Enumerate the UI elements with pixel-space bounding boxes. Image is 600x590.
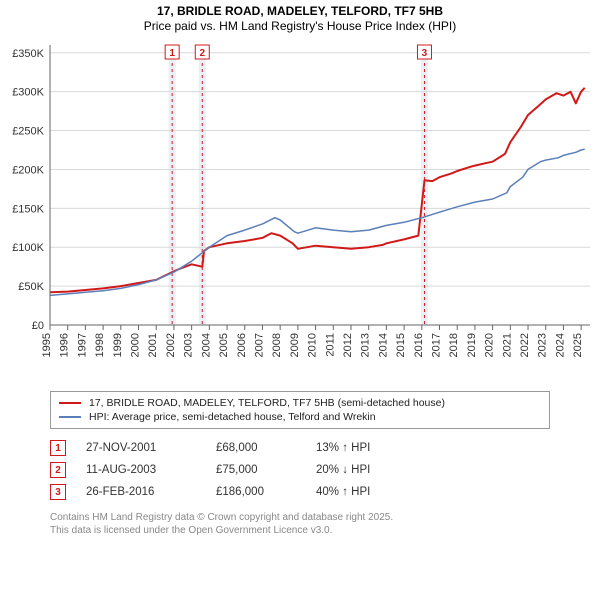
svg-text:2018: 2018: [448, 333, 460, 357]
attribution-line: Contains HM Land Registry data © Crown c…: [50, 511, 550, 524]
svg-text:2021: 2021: [501, 333, 513, 357]
svg-text:2006: 2006: [236, 333, 248, 357]
svg-text:2017: 2017: [431, 333, 443, 357]
legend-item: 17, BRIDLE ROAD, MADELEY, TELFORD, TF7 5…: [59, 396, 541, 410]
svg-text:1995: 1995: [41, 333, 53, 357]
event-marker: 2: [50, 462, 66, 478]
svg-text:£200K: £200K: [12, 164, 44, 176]
svg-text:2004: 2004: [200, 333, 212, 357]
svg-text:2016: 2016: [413, 333, 425, 357]
events-table: 1 27-NOV-2001 £68,000 13% ↑ HPI 2 11-AUG-2003…: [50, 437, 550, 503]
event-date: 26-FEB-2016: [86, 486, 196, 498]
legend-swatch: [59, 416, 81, 418]
svg-text:2022: 2022: [519, 333, 531, 357]
svg-text:£150K: £150K: [12, 203, 44, 215]
legend-label: HPI: Average price, semi-detached house,…: [89, 411, 376, 423]
svg-text:2005: 2005: [218, 333, 230, 357]
event-pct: 13% ↑ HPI: [316, 442, 406, 454]
svg-text:2020: 2020: [484, 333, 496, 357]
legend: 17, BRIDLE ROAD, MADELEY, TELFORD, TF7 5…: [50, 391, 550, 429]
event-row: 2 11-AUG-2003 £75,000 20% ↓ HPI: [50, 459, 550, 481]
svg-text:1: 1: [169, 48, 175, 59]
chart-area: £0 £50K £100K £150K £200K £250K £300K £350K 1995…: [0, 35, 600, 385]
svg-text:2007: 2007: [253, 333, 265, 357]
legend-swatch: [59, 402, 81, 404]
svg-text:2002: 2002: [165, 333, 177, 357]
svg-text:£50K: £50K: [18, 281, 44, 293]
svg-text:2011: 2011: [324, 333, 336, 357]
chart-title: 17, BRIDLE ROAD, MADELEY, TELFORD, TF7 5…: [0, 4, 600, 18]
svg-text:1998: 1998: [94, 333, 106, 357]
line-chart-svg: £0 £50K £100K £150K £200K £250K £300K £350K 1995…: [0, 35, 600, 385]
event-price: £75,000: [216, 464, 296, 476]
svg-text:£300K: £300K: [12, 87, 44, 99]
svg-text:1996: 1996: [59, 333, 71, 357]
svg-text:2019: 2019: [466, 333, 478, 357]
event-date: 27-NOV-2001: [86, 442, 196, 454]
event-date: 11-AUG-2003: [86, 464, 196, 476]
svg-text:2024: 2024: [554, 333, 566, 357]
svg-text:3: 3: [422, 48, 428, 59]
svg-text:£0: £0: [32, 320, 44, 332]
attribution-line: This data is licensed under the Open Gov…: [50, 524, 550, 537]
legend-label: 17, BRIDLE ROAD, MADELEY, TELFORD, TF7 5…: [89, 397, 445, 409]
chart-subtitle: Price paid vs. HM Land Registry's House …: [0, 19, 600, 33]
event-price: £186,000: [216, 486, 296, 498]
event-price: £68,000: [216, 442, 296, 454]
attribution: Contains HM Land Registry data © Crown c…: [50, 511, 550, 537]
svg-text:£250K: £250K: [12, 126, 44, 138]
svg-text:2025: 2025: [572, 333, 584, 357]
event-pct: 40% ↑ HPI: [316, 486, 406, 498]
event-marker: 3: [50, 484, 66, 500]
svg-text:1997: 1997: [76, 333, 88, 357]
event-marker: 1: [50, 440, 66, 456]
svg-text:2009: 2009: [289, 333, 301, 357]
svg-text:2013: 2013: [360, 333, 372, 357]
svg-text:2014: 2014: [377, 333, 389, 357]
event-row: 1 27-NOV-2001 £68,000 13% ↑ HPI: [50, 437, 550, 459]
event-pct: 20% ↓ HPI: [316, 464, 406, 476]
svg-text:£100K: £100K: [12, 242, 44, 254]
svg-text:2000: 2000: [130, 333, 142, 357]
svg-text:£350K: £350K: [12, 48, 44, 60]
svg-text:2008: 2008: [271, 333, 283, 357]
legend-item: HPI: Average price, semi-detached house,…: [59, 410, 541, 424]
svg-text:1999: 1999: [112, 333, 124, 357]
chart-title-block: 17, BRIDLE ROAD, MADELEY, TELFORD, TF7 5…: [0, 0, 600, 35]
svg-text:2: 2: [199, 48, 205, 59]
svg-text:2001: 2001: [147, 333, 159, 357]
svg-text:2012: 2012: [342, 333, 354, 357]
svg-text:2003: 2003: [183, 333, 195, 357]
svg-text:2015: 2015: [395, 333, 407, 357]
svg-text:2023: 2023: [537, 333, 549, 357]
svg-text:2010: 2010: [307, 333, 319, 357]
event-row: 3 26-FEB-2016 £186,000 40% ↑ HPI: [50, 481, 550, 503]
